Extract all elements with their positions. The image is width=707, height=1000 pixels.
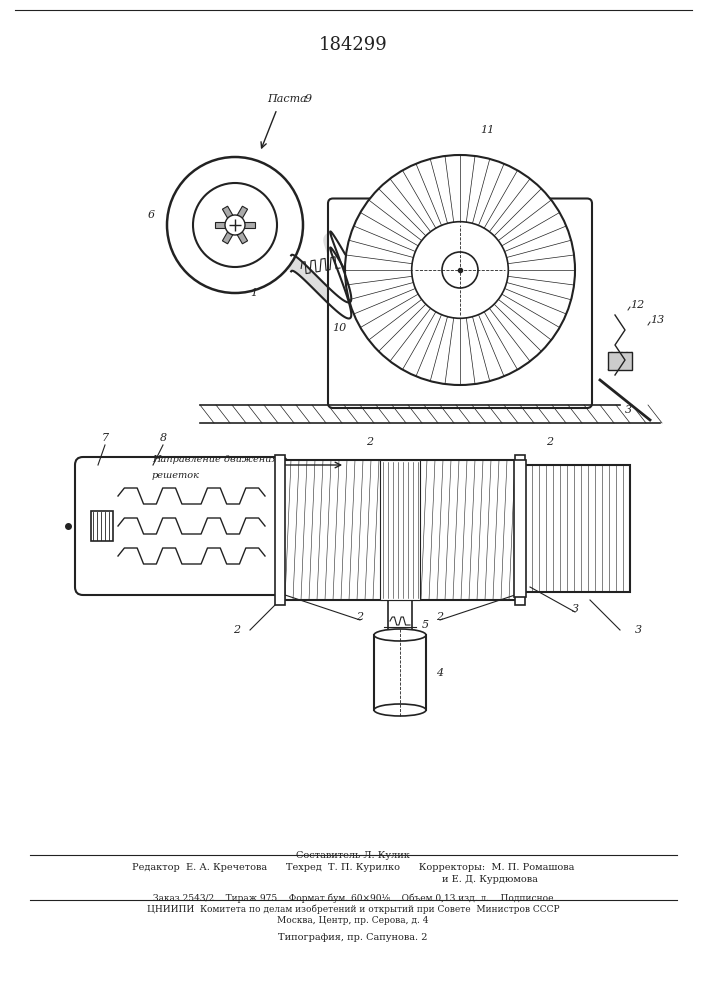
Bar xyxy=(236,230,247,244)
Text: Паста: Паста xyxy=(267,94,307,104)
Text: Заказ 2543/2    Тираж 975    Формат бум. 60×90¹⁄₈    Объем 0,13 изд. л.    Подпи: Заказ 2543/2 Тираж 975 Формат бум. 60×90… xyxy=(153,894,554,903)
Bar xyxy=(280,460,520,600)
Text: 2: 2 xyxy=(356,612,363,622)
Bar xyxy=(514,460,526,597)
Text: и Е. Д. Курдюмова: и Е. Д. Курдюмова xyxy=(442,875,538,884)
Text: 3: 3 xyxy=(625,405,632,415)
Text: Направление движения: Направление движения xyxy=(152,456,278,464)
Ellipse shape xyxy=(374,629,426,641)
Text: 9: 9 xyxy=(305,94,312,104)
Text: Типография, пр. Сапунова. 2: Типография, пр. Сапунова. 2 xyxy=(279,933,428,942)
Text: 10: 10 xyxy=(332,323,346,333)
Circle shape xyxy=(167,157,303,293)
Text: 1: 1 xyxy=(250,288,257,298)
Bar xyxy=(275,455,285,605)
Bar xyxy=(374,635,426,710)
Text: 2: 2 xyxy=(547,437,554,447)
Circle shape xyxy=(411,222,508,318)
Bar xyxy=(243,222,255,228)
Bar xyxy=(236,206,247,220)
Text: 6: 6 xyxy=(148,210,155,220)
Text: 4: 4 xyxy=(436,668,443,678)
Text: 2: 2 xyxy=(436,612,443,622)
Circle shape xyxy=(193,183,277,267)
Text: 7: 7 xyxy=(101,433,109,443)
Text: 11: 11 xyxy=(480,125,494,135)
Circle shape xyxy=(442,252,478,288)
Bar xyxy=(223,206,233,220)
Text: Редактор  Е. А. Кречетова      Техред  Т. П. Курилко      Корректоры:  М. П. Ром: Редактор Е. А. Кречетова Техред Т. П. Ку… xyxy=(132,863,574,872)
Text: решеток: решеток xyxy=(152,471,200,480)
Text: 12: 12 xyxy=(630,300,644,310)
Circle shape xyxy=(345,155,575,385)
Text: ЦНИИПИ  Комитета по делам изобретений и открытий при Совете  Министров СССР: ЦНИИПИ Комитета по делам изобретений и о… xyxy=(146,904,559,914)
Bar xyxy=(215,222,227,228)
Text: Составитель Л. Кулик: Составитель Л. Кулик xyxy=(296,851,410,860)
Text: 184299: 184299 xyxy=(319,36,387,54)
Text: 8: 8 xyxy=(160,433,167,443)
Text: 2: 2 xyxy=(366,437,373,447)
Bar xyxy=(223,230,233,244)
Bar xyxy=(520,465,630,592)
Bar xyxy=(91,511,113,541)
Text: 3: 3 xyxy=(571,604,578,614)
Bar xyxy=(380,460,420,600)
Circle shape xyxy=(225,215,245,235)
Text: 3: 3 xyxy=(635,625,642,635)
Text: 5: 5 xyxy=(422,620,429,630)
FancyBboxPatch shape xyxy=(328,198,592,408)
Text: Москва, Центр, пр. Серова, д. 4: Москва, Центр, пр. Серова, д. 4 xyxy=(277,916,428,925)
Bar xyxy=(608,352,632,370)
Text: 13: 13 xyxy=(650,315,665,325)
Bar xyxy=(515,455,525,605)
FancyBboxPatch shape xyxy=(75,457,288,595)
Ellipse shape xyxy=(374,704,426,716)
Text: 2: 2 xyxy=(233,625,240,635)
